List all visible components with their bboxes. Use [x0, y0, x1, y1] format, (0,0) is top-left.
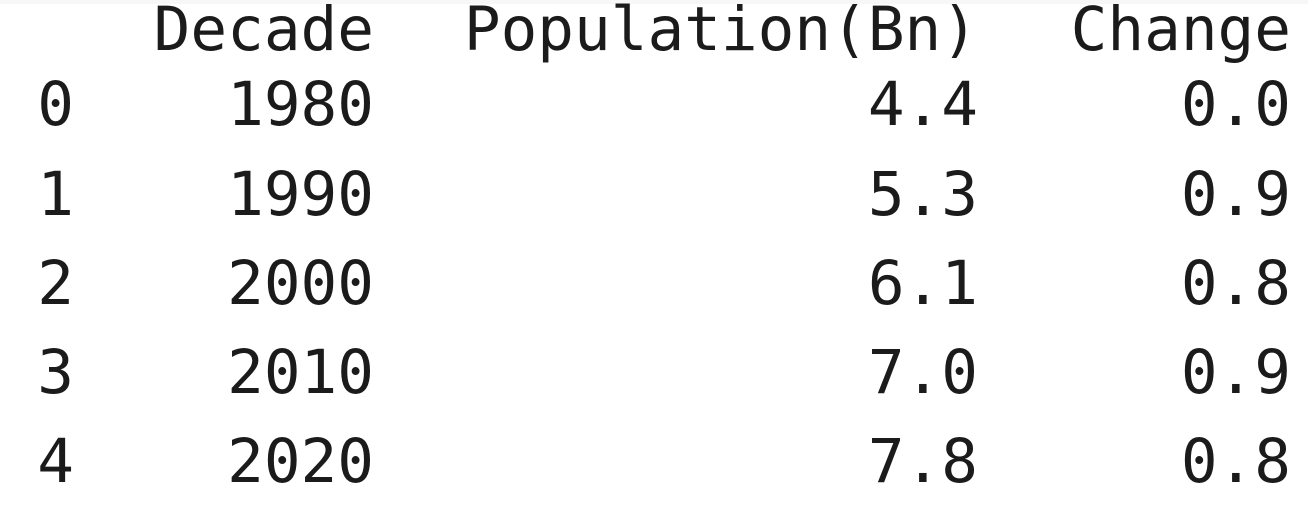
table-row: 4 2020 7.8 0.8: [0, 417, 1291, 506]
cell-index: 2: [37, 248, 74, 319]
cell-change: 0.9: [1180, 337, 1291, 408]
cell-decade: 1980: [227, 69, 374, 140]
cell-change: 0.9: [1180, 159, 1291, 230]
cell-population: 5.3: [867, 159, 978, 230]
column-header-index: [0, 0, 74, 60]
table-body: 0 1980 4.4 0.0 1 1990 5.3 0.9 2 2000 6.1…: [0, 60, 1291, 506]
table-row: 2 2000 6.1 0.8: [0, 239, 1291, 328]
table-row: 1 1990 5.3 0.9: [0, 150, 1291, 239]
cell-population: 7.8: [867, 426, 978, 497]
cell-decade: 2010: [227, 337, 374, 408]
column-header-population: Population(Bn): [463, 0, 978, 65]
table-row: 0 1980 4.4 0.0: [0, 60, 1291, 150]
table-row: 3 2010 7.0 0.9: [0, 328, 1291, 417]
cell-decade: 2000: [227, 248, 374, 319]
cell-change: 0.0: [1180, 69, 1291, 140]
top-edge-band: [0, 0, 1308, 4]
cell-population: 6.1: [867, 248, 978, 319]
header-row: Decade Population(Bn) Change: [0, 0, 1291, 60]
column-header-decade: Decade: [153, 0, 374, 65]
cell-index: 3: [37, 337, 74, 408]
table-header: Decade Population(Bn) Change: [0, 0, 1291, 60]
cell-index: 4: [37, 426, 74, 497]
cell-change: 0.8: [1180, 426, 1291, 497]
cell-population: 7.0: [867, 337, 978, 408]
dataframe-table: Decade Population(Bn) Change 0 1980 4.4 …: [0, 0, 1291, 506]
cell-index: 1: [37, 159, 74, 230]
cell-decade: 2020: [227, 426, 374, 497]
column-header-change: Change: [1070, 0, 1291, 65]
cell-index: 0: [37, 69, 74, 140]
cell-change: 0.8: [1180, 248, 1291, 319]
cell-population: 4.4: [867, 69, 978, 140]
cell-decade: 1990: [227, 159, 374, 230]
